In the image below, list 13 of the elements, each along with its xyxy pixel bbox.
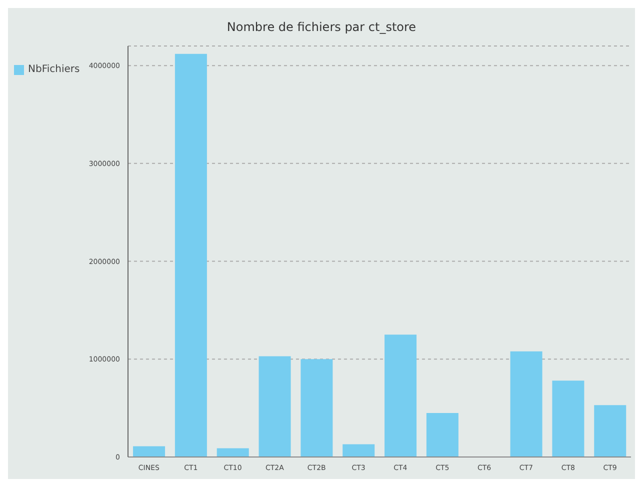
bar (216, 448, 249, 457)
bar (384, 334, 417, 457)
legend-label: NbFichiers (28, 64, 80, 75)
bar (300, 359, 333, 457)
bar (342, 444, 375, 457)
bar (426, 412, 458, 457)
bar (594, 405, 626, 457)
bar (510, 351, 542, 457)
chart-title: Nombre de fichiers par ct_store (226, 19, 418, 36)
bar (552, 380, 584, 457)
bar (258, 356, 291, 457)
bar (174, 54, 207, 457)
bar (133, 446, 166, 457)
